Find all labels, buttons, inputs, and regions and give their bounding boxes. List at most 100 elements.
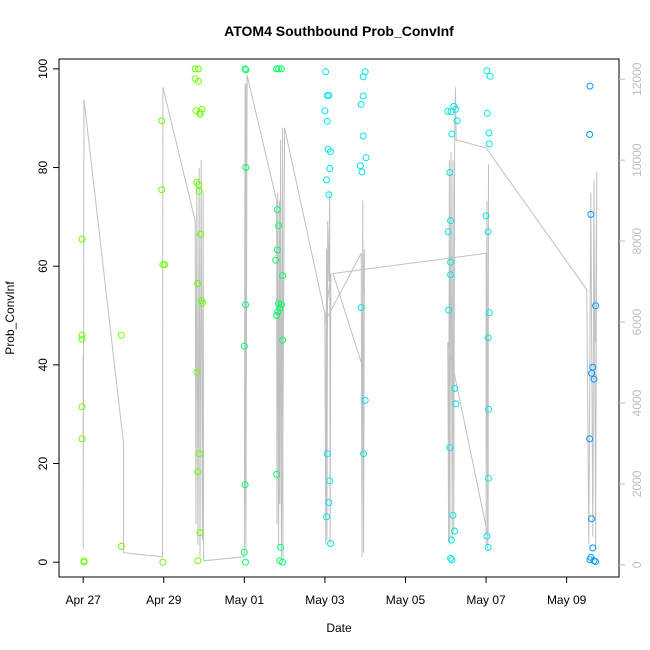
y-tick-label: 80 [36, 161, 50, 175]
data-point [277, 301, 285, 309]
data-point [482, 212, 490, 220]
data-point [590, 557, 598, 565]
data-point [196, 529, 204, 537]
y2-tick-label: 0 [630, 561, 644, 568]
data-point [242, 558, 249, 566]
y-tick-label: 20 [36, 457, 50, 471]
data-point [240, 548, 248, 556]
data-point [484, 228, 492, 236]
data-point [325, 92, 333, 99]
data-point [158, 117, 166, 125]
data-point [586, 131, 594, 138]
data-point [485, 309, 493, 317]
data-point [588, 369, 596, 377]
data-point [276, 304, 284, 312]
x-axis: Apr 27 Apr 29 May 01 May 03 May 05 May 07 May … [65, 577, 587, 607]
data-point [447, 554, 455, 562]
data-point [323, 450, 331, 458]
data-point [193, 368, 201, 376]
data-point [78, 435, 86, 443]
data-point [273, 312, 281, 319]
y2-tick-label: 10000 [630, 143, 644, 177]
x-tick-label: Apr 29 [146, 593, 182, 607]
data-point [360, 450, 368, 458]
data-point [195, 187, 203, 195]
data-point [322, 68, 330, 76]
data-point [275, 65, 283, 73]
data-point [447, 271, 455, 279]
data-point [484, 334, 492, 342]
data-point [483, 532, 491, 540]
data-point [444, 228, 452, 236]
data-point [78, 335, 86, 343]
x-tick-label: May 03 [305, 593, 345, 607]
data-point [277, 543, 285, 551]
data-point [194, 77, 202, 85]
data-point [326, 165, 334, 172]
data-point [447, 258, 455, 266]
data-point [447, 217, 455, 225]
y-axis: 0 20 40 60 80 100 [36, 59, 59, 566]
data-point [445, 306, 453, 314]
data-point [453, 117, 461, 125]
data-point [357, 304, 365, 312]
data-point [592, 302, 600, 310]
point-layer [78, 65, 600, 566]
chart-title: ATOM4 Southbound Prob_ConvInf [224, 23, 454, 39]
data-point [449, 511, 457, 519]
data-point [78, 331, 86, 339]
data-point [273, 65, 281, 73]
data-point [279, 558, 287, 566]
data-point [195, 450, 203, 458]
data-point [321, 107, 329, 115]
data-point [446, 444, 454, 452]
data-point [483, 109, 491, 117]
data-point [240, 342, 248, 350]
data-point [486, 72, 494, 80]
data-point [158, 186, 166, 194]
data-point [242, 66, 250, 74]
data-point [358, 168, 366, 176]
y2-axis: 0 2000 4000 6000 8000 10000 12000 [619, 62, 644, 568]
data-point [357, 100, 365, 108]
data-point [273, 470, 281, 478]
data-point [361, 396, 369, 404]
data-point [277, 65, 285, 73]
data-point [587, 210, 595, 218]
data-point [194, 468, 202, 476]
series-line [82, 75, 598, 562]
data-point [279, 336, 287, 344]
data-point [323, 513, 330, 521]
data-point [588, 515, 596, 523]
data-point [194, 557, 202, 565]
x-tick-label: May 07 [466, 593, 506, 607]
data-point [586, 435, 594, 443]
data-point [485, 474, 492, 482]
data-point [279, 272, 287, 280]
data-point [78, 403, 86, 411]
data-point [196, 110, 204, 118]
data-point [161, 261, 169, 269]
data-point [447, 108, 455, 116]
data-point [451, 385, 459, 392]
data-point [444, 107, 452, 115]
data-point [451, 527, 459, 535]
data-point [325, 191, 333, 199]
data-point [241, 481, 249, 489]
data-point [589, 544, 597, 552]
data-point [117, 331, 125, 339]
y2-tick-label: 4000 [630, 389, 644, 416]
data-point [327, 540, 334, 547]
data-point [242, 301, 249, 309]
x-tick-label: May 09 [547, 593, 587, 607]
data-point [484, 543, 492, 551]
data-point [452, 400, 460, 408]
data-point [80, 558, 88, 566]
data-point [586, 82, 594, 90]
data-point [192, 107, 200, 115]
data-point [198, 299, 206, 307]
y2-tick-label: 8000 [630, 227, 644, 254]
y-tick-label: 0 [36, 559, 50, 566]
data-point [592, 558, 600, 566]
